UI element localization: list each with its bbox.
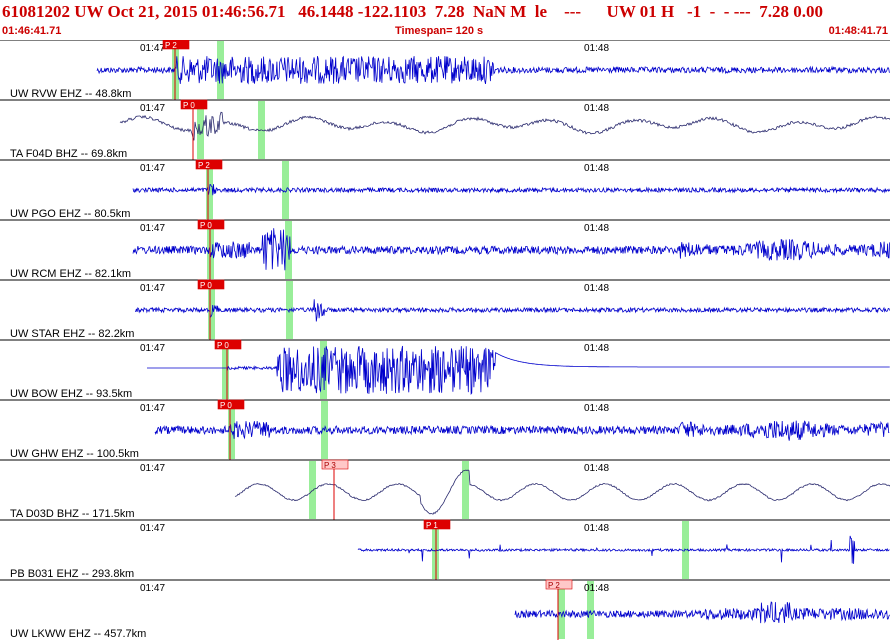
pick-flag[interactable]: [321, 459, 349, 470]
theoretical-arrival-bar: [208, 281, 215, 339]
station-label: UW RVW EHZ -- 48.8km: [10, 88, 131, 100]
tick-label-0147: 01:47: [140, 43, 165, 54]
pick-label: P 2: [165, 41, 177, 50]
trace-panel[interactable]: 01:47 01:48 P 0 TA F04D BHZ -- 69.8km: [0, 99, 890, 160]
station-label: UW GHW EHZ -- 100.5km: [10, 448, 139, 460]
tick-label-0147: 01:47: [140, 583, 165, 594]
station-label: UW STAR EHZ -- 82.2km: [10, 328, 134, 340]
theoretical-arrival-bar: [309, 461, 316, 519]
trace-panel[interactable]: 01:47 01:48 P 2 UW RVW EHZ -- 48.8km: [0, 40, 890, 100]
theoretical-arrival-bar: [222, 341, 229, 399]
tick-label-0148: 01:48: [584, 163, 609, 174]
waveform-trace: [96, 55, 890, 85]
trace-panel[interactable]: 01:47 01:48 P 0 UW GHW EHZ -- 100.5km: [0, 399, 890, 460]
pick-flag[interactable]: [217, 399, 245, 410]
trace-panel[interactable]: 01:47 01:48 P 1 PB B031 EHZ -- 293.8km: [0, 519, 890, 580]
waveform-trace: [132, 183, 890, 196]
station-label: TA D03D BHZ -- 171.5km: [10, 508, 135, 520]
pick-flag[interactable]: [180, 99, 208, 110]
pick-label: P 1: [426, 521, 438, 530]
theoretical-arrival-bar: [462, 461, 469, 519]
tick-label-0147: 01:47: [140, 163, 165, 174]
station-label: PB B031 EHZ -- 293.8km: [10, 568, 134, 580]
pick-flag[interactable]: [545, 579, 573, 590]
tick-label-0148: 01:48: [584, 343, 609, 354]
waveform-trace: [514, 601, 890, 624]
tick-label-0148: 01:48: [584, 523, 609, 534]
waveform-trace: [154, 420, 890, 441]
pick-label: P 0: [183, 101, 195, 110]
tick-label-0148: 01:48: [584, 403, 609, 414]
pick-label: P 2: [548, 581, 560, 590]
pick-label: P 0: [200, 221, 212, 230]
waveform-trace: [119, 111, 890, 141]
station-label: TA F04D BHZ -- 69.8km: [10, 148, 127, 160]
pick-label: P 2: [198, 161, 210, 170]
station-label: UW BOW EHZ -- 93.5km: [10, 388, 132, 400]
pick-flag[interactable]: [197, 219, 225, 230]
tick-label-0148: 01:48: [584, 583, 609, 594]
tick-label-0148: 01:48: [584, 283, 609, 294]
pick-label: P 0: [217, 341, 229, 350]
tick-label-0147: 01:47: [140, 223, 165, 234]
station-label: UW PGO EHZ -- 80.5km: [10, 208, 130, 220]
pick-label: P 0: [220, 401, 232, 410]
tick-label-0148: 01:48: [584, 43, 609, 54]
pick-label: P 3: [324, 461, 336, 470]
tick-label-0148: 01:48: [584, 463, 609, 474]
tick-label-0147: 01:47: [140, 523, 165, 534]
end-time: 01:48:41.71: [828, 25, 888, 37]
tick-label-0147: 01:47: [140, 283, 165, 294]
theoretical-arrival-bar: [587, 581, 594, 639]
tick-label-0147: 01:47: [140, 103, 165, 114]
waveform-trace: [135, 299, 890, 322]
trace-panel[interactable]: 01:47 01:48 P 0 UW BOW EHZ -- 93.5km: [0, 339, 890, 400]
pick-flag[interactable]: [423, 519, 451, 530]
tick-label-0148: 01:48: [584, 103, 609, 114]
station-label: UW LKWW EHZ -- 457.7km: [10, 628, 146, 640]
event-header: 61081202 UW Oct 21, 2015 01:46:56.71 46.…: [0, 0, 890, 40]
timespan-label: Timespan= 120 s: [395, 25, 484, 37]
event-title: 61081202 UW Oct 21, 2015 01:46:56.71 46.…: [2, 2, 823, 21]
theoretical-arrival-bar: [217, 41, 224, 99]
pick-flag[interactable]: [214, 339, 242, 350]
waveform-trace: [132, 228, 890, 271]
pick-label: P 0: [200, 281, 212, 290]
waveform-trace: [147, 345, 890, 396]
trace-panel[interactable]: 01:47 01:48 P 3 TA D03D BHZ -- 171.5km: [0, 459, 890, 520]
theoretical-arrival-bar: [197, 101, 204, 159]
theoretical-arrival-bar: [558, 581, 565, 639]
tick-label-0147: 01:47: [140, 403, 165, 414]
trace-panel[interactable]: 01:47 01:48 P 0 UW STAR EHZ -- 82.2km: [0, 279, 890, 340]
pick-flag[interactable]: [162, 40, 190, 50]
pick-flag[interactable]: [195, 159, 223, 170]
trace-panel[interactable]: 01:47 01:48 P 2 UW PGO EHZ -- 80.5km: [0, 159, 890, 220]
tick-label-0148: 01:48: [584, 223, 609, 234]
start-time: 01:46:41.71: [2, 25, 62, 37]
waveform-trace: [234, 469, 890, 515]
station-label: UW RCM EHZ -- 82.1km: [10, 268, 131, 280]
tick-label-0147: 01:47: [140, 463, 165, 474]
theoretical-arrival-bar: [282, 161, 289, 219]
pick-flag[interactable]: [197, 279, 225, 290]
trace-panel[interactable]: 01:47 01:48 P 0 UW RCM EHZ -- 82.1km: [0, 219, 890, 280]
trace-panel[interactable]: 01:47 01:48 P 2 UW LKWW EHZ -- 457.7km: [0, 579, 890, 640]
waveform-trace: [357, 535, 890, 564]
tick-label-0147: 01:47: [140, 343, 165, 354]
